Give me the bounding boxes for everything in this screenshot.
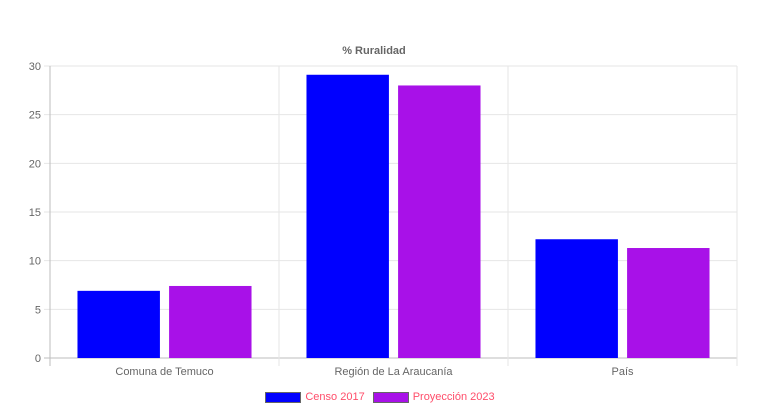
y-tick-label: 5 <box>35 304 41 316</box>
y-tick-label: 0 <box>35 353 41 365</box>
legend-swatch <box>372 391 409 403</box>
bar-censo-2017[interactable] <box>77 290 160 358</box>
x-category-label: Región de La Araucanía <box>334 366 453 378</box>
y-tick-label: 10 <box>29 256 41 268</box>
bars-group <box>77 74 710 358</box>
legend-swatch <box>265 391 302 403</box>
y-tick-label: 25 <box>29 110 41 122</box>
x-category-label: Comuna de Temuco <box>115 366 213 378</box>
bar-proyeccion-2023[interactable] <box>169 285 252 358</box>
x-axis-labels: Comuna de Temuco Región de La Araucanía Pa… <box>115 366 634 378</box>
bar-censo-2017[interactable] <box>535 239 618 358</box>
y-axis-ticks: 0 5 10 15 20 25 30 <box>29 61 41 365</box>
legend-item[interactable]: Proyección 2023 <box>372 391 495 403</box>
legend: Censo 2017 Proyección 2023 <box>0 389 760 405</box>
legend-item[interactable]: Censo 2017 <box>265 391 365 403</box>
y-tick-label: 15 <box>29 207 41 219</box>
bar-censo-2017[interactable] <box>306 74 389 358</box>
bar-proyeccion-2023[interactable] <box>398 85 481 358</box>
y-tick-label: 30 <box>29 61 41 73</box>
legend-label: Proyección 2023 <box>412 391 495 403</box>
y-tick-label: 20 <box>29 158 41 170</box>
bar-proyeccion-2023[interactable] <box>627 248 710 358</box>
legend-label: Censo 2017 <box>305 391 365 403</box>
chart-title: % Ruralidad <box>342 45 406 57</box>
x-category-label: País <box>611 366 634 378</box>
